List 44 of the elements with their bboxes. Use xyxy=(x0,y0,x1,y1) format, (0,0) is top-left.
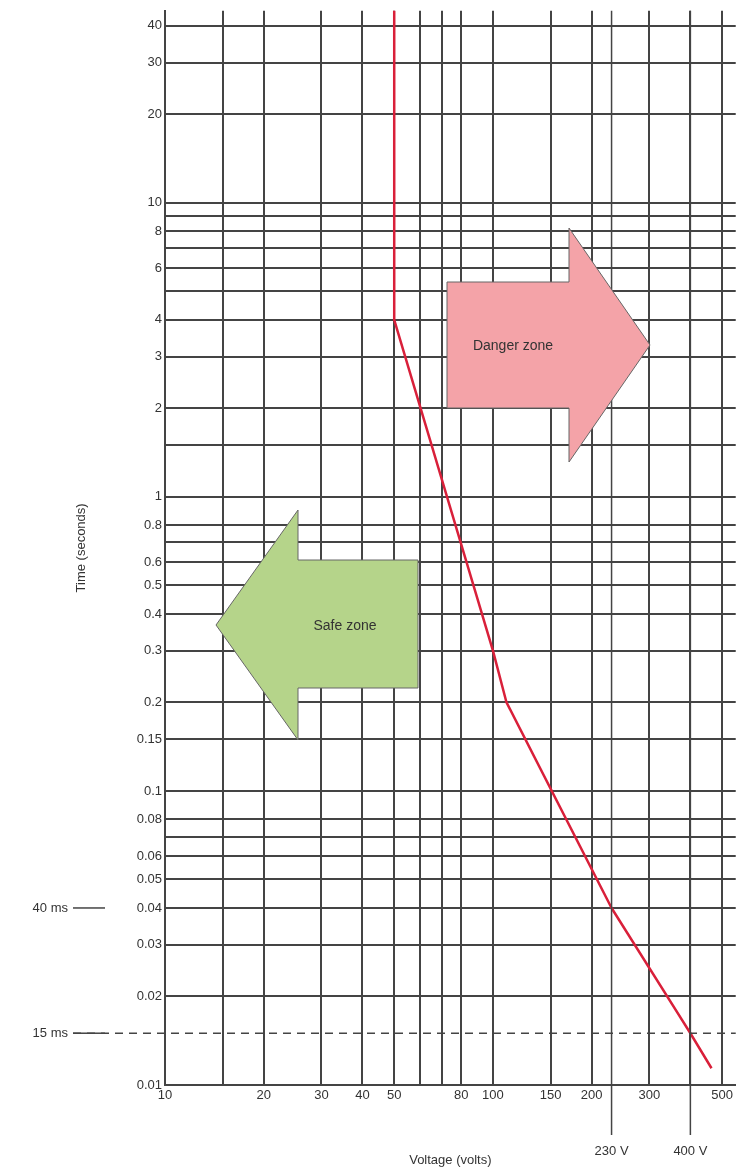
annotation: Safe zone xyxy=(313,617,377,633)
ref-line-label: 15 ms xyxy=(32,1024,69,1040)
x-tick-label: 300 xyxy=(638,1087,661,1103)
y-tick-label: 0.3 xyxy=(143,642,162,658)
y-tick-label: 0.08 xyxy=(136,811,162,827)
y-tick-label: 6 xyxy=(154,259,162,275)
y-tick-label: 0.6 xyxy=(143,553,162,569)
y-tick-label: 4 xyxy=(154,311,162,327)
y-tick-label: 0.4 xyxy=(143,605,162,621)
y-tick-label: 0.06 xyxy=(136,847,162,863)
y-tick-label: 0.5 xyxy=(143,577,162,593)
y-tick-label: 20 xyxy=(147,105,162,121)
x-tick-label: 20 xyxy=(256,1087,271,1103)
x-axis-title: Voltage (volts) xyxy=(409,1151,492,1167)
x-tick-label: 200 xyxy=(580,1087,603,1103)
y-tick-label: 0.2 xyxy=(143,694,162,710)
x-tick-label: 30 xyxy=(314,1087,329,1103)
arrow-icon: Danger zone xyxy=(445,226,653,464)
arrow-icon: Safe zone xyxy=(213,508,421,742)
x-tick-label: 150 xyxy=(539,1087,562,1103)
y-tick-label: 8 xyxy=(154,222,162,238)
x-tick-label: 500 xyxy=(711,1087,734,1103)
x-tick-label: 100 xyxy=(482,1087,504,1103)
y-tick-label: 40 xyxy=(147,17,162,33)
y-axis-title: Time (seconds) xyxy=(73,503,89,593)
y-tick-label: 0.04 xyxy=(136,899,162,915)
y-tick-label: 0.8 xyxy=(143,516,162,532)
ref-line-label: 230 V xyxy=(594,1142,629,1158)
annotation: Danger zone xyxy=(472,337,554,353)
y-tick-label: 0.05 xyxy=(136,871,162,887)
y-tick-label: 30 xyxy=(147,54,162,70)
ref-line-label: 40 ms xyxy=(32,899,69,915)
x-tick-label: 40 xyxy=(355,1087,370,1103)
ref-line-label: 400 V xyxy=(673,1142,708,1158)
x-tick-label: 80 xyxy=(453,1087,469,1103)
y-tick-label: 0.1 xyxy=(143,782,162,798)
y-tick-label: 0.15 xyxy=(136,730,162,746)
y-tick-label: 0.03 xyxy=(136,936,162,952)
y-tick-label: 2 xyxy=(154,399,162,415)
y-tick-label: 3 xyxy=(154,348,162,364)
y-tick-label: 10 xyxy=(147,194,162,210)
y-tick-label: 0.02 xyxy=(136,988,162,1004)
y-tick-label: 1 xyxy=(154,488,162,504)
x-tick-label: 50 xyxy=(386,1087,402,1103)
